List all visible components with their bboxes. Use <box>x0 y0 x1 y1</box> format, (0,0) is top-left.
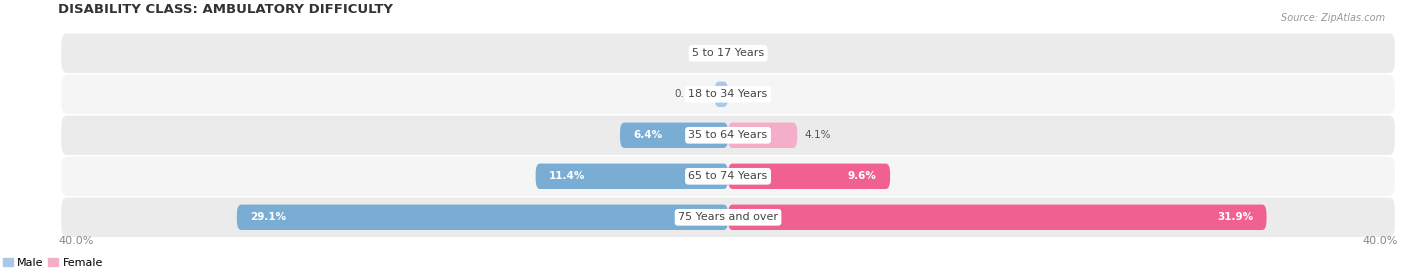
FancyBboxPatch shape <box>728 163 890 189</box>
Text: 40.0%: 40.0% <box>58 236 93 246</box>
Text: DISABILITY CLASS: AMBULATORY DIFFICULTY: DISABILITY CLASS: AMBULATORY DIFFICULTY <box>58 2 392 16</box>
Text: 0.0%: 0.0% <box>735 48 761 58</box>
FancyBboxPatch shape <box>536 163 728 189</box>
Text: 29.1%: 29.1% <box>250 212 287 222</box>
Legend: Male, Female: Male, Female <box>3 258 103 268</box>
Text: 0.0%: 0.0% <box>695 48 721 58</box>
Text: 31.9%: 31.9% <box>1216 212 1253 222</box>
FancyBboxPatch shape <box>620 122 728 148</box>
Text: Source: ZipAtlas.com: Source: ZipAtlas.com <box>1281 13 1385 23</box>
FancyBboxPatch shape <box>236 204 728 230</box>
Text: 11.4%: 11.4% <box>550 171 585 181</box>
FancyBboxPatch shape <box>62 198 1395 237</box>
Text: 35 to 64 Years: 35 to 64 Years <box>689 130 768 140</box>
Text: 0.12%: 0.12% <box>675 89 707 99</box>
Text: 9.6%: 9.6% <box>848 171 876 181</box>
Text: 18 to 34 Years: 18 to 34 Years <box>689 89 768 99</box>
FancyBboxPatch shape <box>62 157 1395 196</box>
FancyBboxPatch shape <box>728 204 1267 230</box>
FancyBboxPatch shape <box>714 81 728 107</box>
Text: 4.1%: 4.1% <box>804 130 831 140</box>
Text: 0.0%: 0.0% <box>735 89 761 99</box>
Text: 75 Years and over: 75 Years and over <box>678 212 778 222</box>
FancyBboxPatch shape <box>728 122 797 148</box>
FancyBboxPatch shape <box>62 116 1395 155</box>
Text: 65 to 74 Years: 65 to 74 Years <box>689 171 768 181</box>
FancyBboxPatch shape <box>62 34 1395 73</box>
FancyBboxPatch shape <box>62 75 1395 114</box>
Text: 5 to 17 Years: 5 to 17 Years <box>692 48 763 58</box>
Text: 40.0%: 40.0% <box>1362 236 1398 246</box>
Text: 6.4%: 6.4% <box>634 130 662 140</box>
